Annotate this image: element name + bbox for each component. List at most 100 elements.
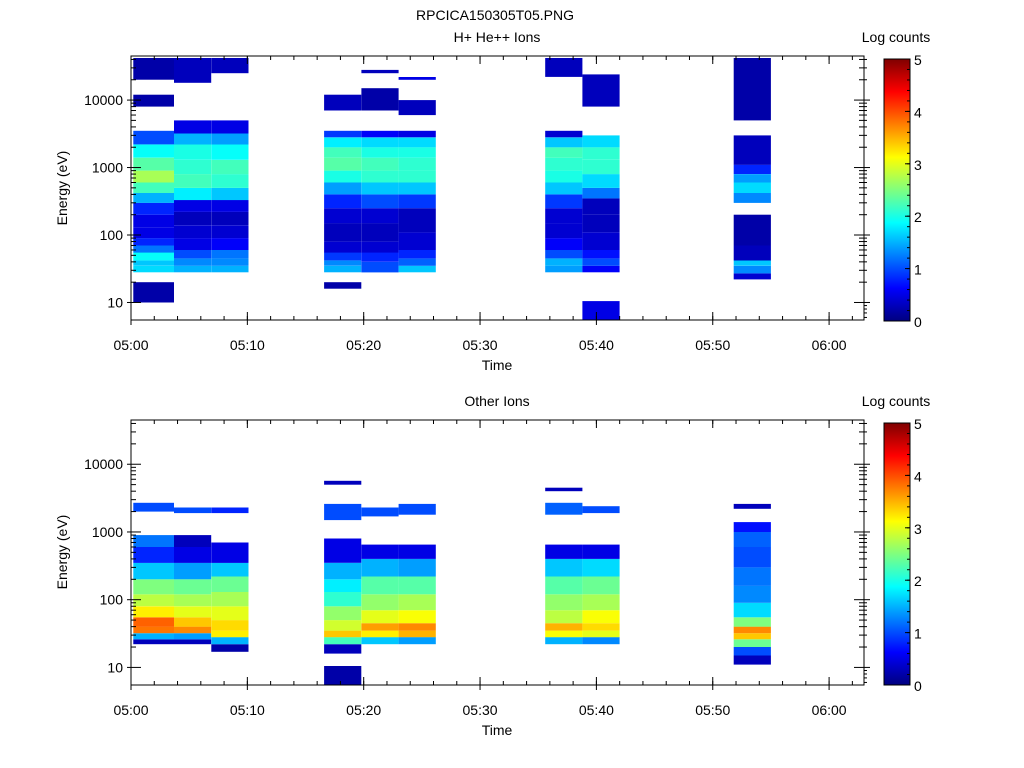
spectrogram-cell [733,174,771,183]
spectrogram-cell [545,258,583,266]
spectrogram-cell [545,250,583,259]
energy-scan [361,69,399,273]
spectrogram-cell [545,58,583,77]
spectrogram-cell [582,506,620,514]
colorbar-gradient [883,422,911,686]
spectrogram-cell [733,193,771,203]
spectrogram-cell [211,592,249,607]
spectrogram-cell [174,174,212,188]
spectrogram-cell [211,211,249,226]
spectrogram-cell [361,623,399,631]
spectrogram-cell [324,170,362,183]
x-tick-label: 05:50 [695,337,730,353]
spectrogram-cell [398,637,436,645]
spectrogram-cell [174,238,212,250]
energy-scan [211,507,249,652]
spectrogram-cell [361,241,399,253]
energy-scan [324,480,362,685]
spectrogram-cell [361,194,399,209]
spectrogram-cell [545,576,583,595]
spectrogram-cell [133,579,174,595]
colorbar-tick-label: 1 [914,262,922,278]
spectrogram-cell [733,265,771,274]
spectrogram-cell [324,157,362,171]
energy-scan [582,74,620,320]
spectrogram-cell [133,626,174,634]
spectrogram-cell [174,120,212,134]
spectrogram-cell [174,507,212,514]
y-tick-label: 100 [100,592,124,608]
colorbar-tick-label: 0 [914,314,922,330]
colorbar-ticks: 0 1 2 3 4 5 [905,52,922,330]
colorbar-tick-label: 0 [914,678,922,694]
spectrogram-cell [211,637,249,645]
spectrogram-cell [398,194,436,209]
spectrogram-cell [211,620,249,631]
spectrogram-cell [211,265,249,273]
spectrogram-cell [324,147,362,158]
spectrogram-cell [361,558,399,577]
spectrogram-cell [174,633,212,640]
colorbar-ticks: 0 1 2 3 4 5 [905,416,922,694]
spectrogram-cell [133,252,174,261]
spectrogram-cell [361,576,399,595]
spectrogram-cell [398,232,436,250]
colorbar-tick-label: 3 [914,157,922,173]
energy-scan [398,503,436,645]
x-tick-label: 05:10 [230,702,265,718]
spectrogram-cell [733,633,771,640]
axes: 05:00 05:10 05:20 05:30 05:40 05:50 06:00 10 100… [84,420,870,718]
spectrogram-cell [545,208,583,224]
colorbar-tick-label: 3 [914,521,922,537]
spectrogram-cell [133,282,174,303]
x-tick-label: 06:00 [812,702,847,718]
spectrogram-cell [133,214,174,228]
spectrogram-cell [361,130,399,138]
spectrogram-cell [361,637,399,645]
colorbar-tick-label: 2 [914,573,922,589]
colorbar-tick-label: 4 [914,104,922,120]
energy-scan [174,58,212,273]
spectrogram-cell [582,258,620,266]
energy-scan [545,58,583,273]
spectrogram-cell [133,639,174,645]
spectrogram-cell [582,610,620,624]
spectrogram-cell [211,238,249,250]
spectrogram-cell [545,194,583,209]
spectrogram-cell [133,94,174,107]
energy-scan [545,487,583,645]
spectrogram-cell [324,252,362,261]
spectrogram-cell [398,100,436,116]
y-tick-label: 10 [107,659,123,675]
spectrogram-cell [211,174,249,188]
spectrogram-cell [733,273,771,280]
spectrogram-cell [361,157,399,171]
spectrogram-cell [545,157,583,171]
spectrogram-cell [324,606,362,621]
spectrogram-cell [733,655,771,665]
spectrogram-cell [582,630,620,638]
x-tick-label: 05:20 [346,702,381,718]
spectrogram-cell [361,630,399,638]
spectrogram-cell [361,594,399,611]
spectrogram-cell [324,562,362,580]
colorbar: Log counts 0 1 2 3 4 5 [862,393,931,694]
spectrogram-cell [582,74,620,107]
spectrogram-cell [733,567,771,586]
spectrogram-cell [324,480,362,485]
spectrogram-cell [133,58,174,80]
spectrogram-cell [174,579,212,595]
spectrogram-cell [324,620,362,631]
spectrogram-cell [133,144,174,158]
spectrogram-cell [733,164,771,174]
spectrogram-cell [133,193,174,203]
spectrogram-cell [361,137,399,148]
spectrogram-cell [211,562,249,577]
spectrogram-cell [324,630,362,638]
spectrogram-cell [545,130,583,138]
y-tick-label: 10 [107,294,123,310]
spectrogram-cell [324,182,362,195]
spectrogram-cell [174,639,212,645]
spectrogram-data [133,58,771,320]
